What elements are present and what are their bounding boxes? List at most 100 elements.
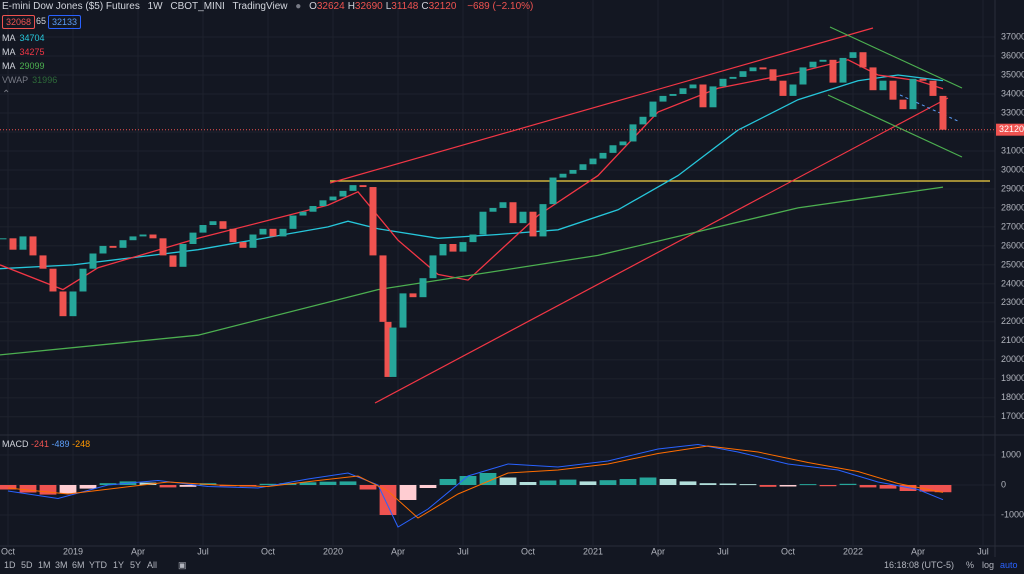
y-tick-label: 18000 <box>1001 392 1024 402</box>
ohlc-value: 32624 <box>316 1 345 12</box>
candle <box>659 95 667 102</box>
histogram-bar <box>639 477 657 485</box>
y-tick-label: 20000 <box>1001 354 1024 364</box>
candle <box>319 200 327 207</box>
candle <box>39 255 47 269</box>
histogram-bar <box>0 485 17 490</box>
y-tick-label: 21000 <box>1001 335 1024 345</box>
x-tick-label: Jul <box>457 546 469 556</box>
last-price-label: 32120 <box>999 124 1024 134</box>
status-dot: ● <box>295 1 302 12</box>
scale-button[interactable]: % <box>966 560 975 570</box>
x-tick-label: Apr <box>911 546 925 556</box>
histogram-bar <box>99 483 117 485</box>
histogram-bar <box>339 481 357 485</box>
histogram-bar <box>699 483 717 485</box>
candle <box>609 145 617 153</box>
range-button[interactable]: 1M <box>38 560 51 570</box>
last-price-box <box>996 123 1024 136</box>
candle <box>869 67 877 91</box>
candle <box>29 236 37 256</box>
y-tick-label: 34000 <box>1001 88 1024 98</box>
x-tick-label: Oct <box>781 546 796 556</box>
histogram-bar <box>579 481 597 485</box>
moving-average <box>0 74 944 270</box>
ohlc-key: H <box>347 1 355 12</box>
y-tick-label: 24000 <box>1001 278 1024 288</box>
change: −689 (−2.10%) <box>467 1 534 12</box>
x-tick-label: 2019 <box>63 546 83 556</box>
ma-value: 29099 <box>19 61 45 71</box>
candle <box>909 78 917 110</box>
x-tick-label: Apr <box>391 546 405 556</box>
y-tick-label: 22000 <box>1001 316 1024 326</box>
ask[interactable]: 32133 <box>48 15 82 29</box>
candle <box>279 228 287 237</box>
candle <box>289 215 297 229</box>
bid[interactable]: 32068 <box>2 15 36 29</box>
range-button[interactable]: 1Y <box>113 560 125 570</box>
histogram-bar <box>179 485 197 487</box>
candle <box>389 327 397 377</box>
range-button[interactable]: 5Y <box>130 560 142 570</box>
drawings <box>329 26 990 404</box>
range-button[interactable]: 6M <box>72 560 85 570</box>
y-tick-label: 36000 <box>1001 50 1024 60</box>
spread: 65 <box>36 16 47 26</box>
exchange: CBOT_MINI <box>170 1 225 12</box>
candle <box>849 52 857 58</box>
y-tick-label: 35000 <box>1001 69 1024 79</box>
candle <box>779 80 787 96</box>
y-tick-label: 37000 <box>1001 31 1024 41</box>
scale-button[interactable]: auto <box>1000 560 1018 570</box>
histogram-bar <box>259 483 277 485</box>
histogram-bar <box>934 485 952 493</box>
histogram-value: -241 <box>31 439 50 449</box>
range-button[interactable]: 1D <box>4 560 16 570</box>
histogram-bar <box>559 479 577 485</box>
candle <box>69 291 77 317</box>
trend-line <box>329 27 874 184</box>
y-tick-label: 27000 <box>1001 221 1024 231</box>
moving-average <box>0 59 944 291</box>
histogram-bar <box>159 485 177 488</box>
range-button[interactable]: All <box>147 560 158 570</box>
candle <box>9 238 17 250</box>
vwap-legend: VWAP 31996 <box>2 75 57 85</box>
ohlc-key: O <box>309 1 317 12</box>
histogram-bar <box>439 479 457 485</box>
ohlc: O32624 H32690 L31148 C32120 <box>309 1 459 12</box>
candle <box>589 158 597 165</box>
candle <box>599 152 607 159</box>
y-tick-label: 19000 <box>1001 373 1024 383</box>
vwap-name: VWAP <box>2 75 29 85</box>
ma-name: MA <box>2 47 16 57</box>
candle <box>439 244 447 256</box>
x-tick-label: Apr <box>131 546 145 556</box>
histogram-bar <box>479 473 497 485</box>
x-tick-label: 2021 <box>583 546 603 556</box>
range-button[interactable]: 5D <box>21 560 33 570</box>
candle <box>259 228 267 235</box>
ma-legend: MA 34704 <box>2 33 45 43</box>
candle <box>0 238 7 240</box>
histogram-bar <box>419 485 437 488</box>
histogram-bar <box>319 481 337 485</box>
histogram-bar <box>139 482 157 485</box>
range-button[interactable]: YTD <box>89 560 107 570</box>
candle <box>799 67 807 85</box>
collapse-button[interactable]: ⌃ <box>2 89 11 100</box>
histogram-bar <box>819 485 837 487</box>
range-button[interactable]: 3M <box>55 560 68 570</box>
candle <box>459 242 467 252</box>
candle <box>59 291 67 317</box>
histogram-bar <box>759 485 777 487</box>
histogram-bar <box>79 485 97 489</box>
ma-legend: MA 34275 <box>2 47 45 57</box>
calendar-button[interactable]: ▣ <box>178 560 187 570</box>
candle <box>189 232 197 245</box>
histogram-bar <box>379 485 397 515</box>
candle <box>384 321 392 377</box>
scale-button[interactable]: log <box>982 560 995 570</box>
histogram-bar <box>879 485 897 489</box>
